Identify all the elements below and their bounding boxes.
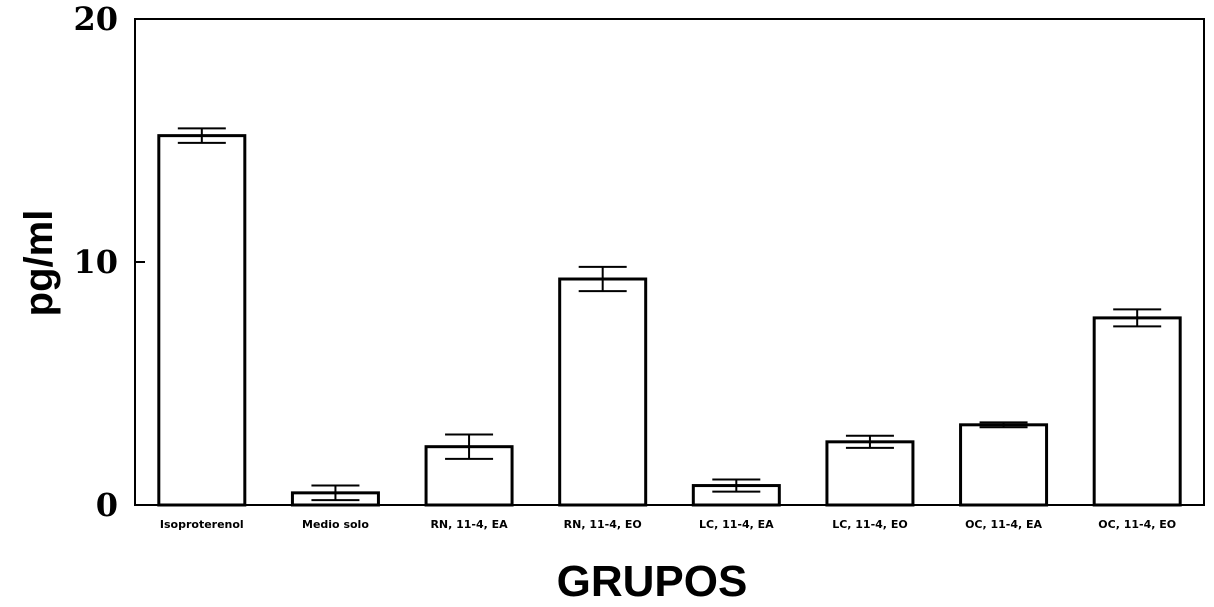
y-tick-label: 10 bbox=[73, 243, 118, 281]
bars bbox=[157, 134, 1182, 507]
x-axis-label: GRUPOS bbox=[557, 557, 748, 606]
y-axis-ticks: 0 10 20 bbox=[73, 0, 145, 524]
x-tick-label: Medio solo bbox=[302, 518, 369, 531]
bar bbox=[1092, 316, 1182, 507]
x-tick-label: OC, 11-4, EO bbox=[1098, 518, 1176, 531]
bar bbox=[825, 440, 915, 507]
x-tick-label: OC, 11-4, EA bbox=[965, 518, 1042, 531]
bar bbox=[959, 423, 1049, 507]
y-axis-label: pg/ml bbox=[17, 210, 61, 317]
error-bars bbox=[177, 127, 1162, 502]
x-tick-label: Isoproterenol bbox=[160, 518, 244, 531]
x-tick-label: RN, 11-4, EO bbox=[564, 518, 642, 531]
x-tick-label: LC, 11-4, EO bbox=[832, 518, 908, 531]
bar bbox=[558, 277, 648, 507]
y-tick-label: 20 bbox=[73, 0, 118, 38]
y-tick-label: 0 bbox=[96, 486, 118, 524]
x-tick-label: LC, 11-4, EA bbox=[699, 518, 774, 531]
bar bbox=[157, 134, 247, 507]
x-axis-tick-labels: Isoproterenol Medio solo RN, 11-4, EA RN, 1… bbox=[160, 518, 1176, 531]
x-tick-label: RN, 11-4, EA bbox=[430, 518, 508, 531]
